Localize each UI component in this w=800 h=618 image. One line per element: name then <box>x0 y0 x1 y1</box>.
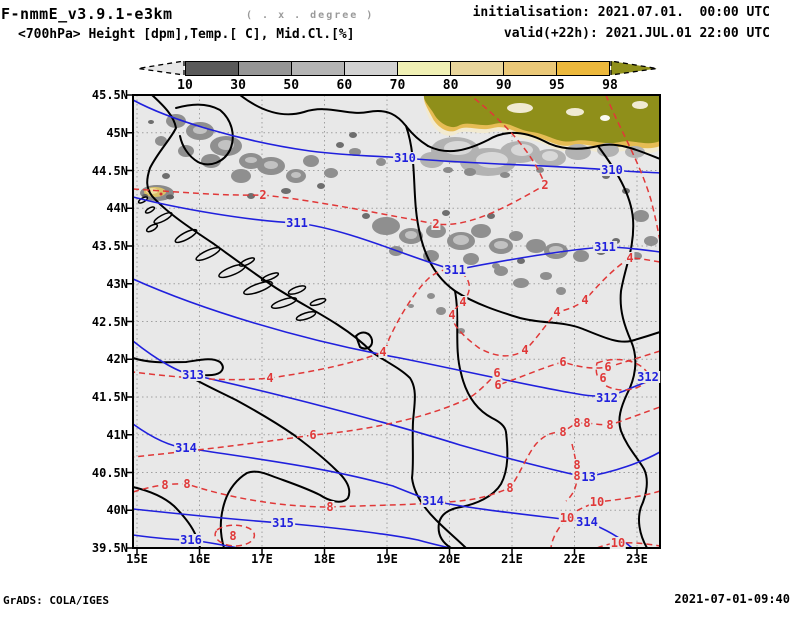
colorbar-tick-label: 50 <box>283 78 300 93</box>
colorbar-left-arrow <box>137 61 185 76</box>
temp-contour-2b <box>605 94 661 242</box>
colorbar-segment-10 <box>186 62 238 75</box>
colorbar-segment-90 <box>503 62 556 75</box>
border-macedonia-greece <box>437 290 509 549</box>
colorbar-segment-30 <box>238 62 291 75</box>
axis-ticks <box>126 94 638 555</box>
map-background <box>133 95 660 548</box>
border-north-east <box>427 131 661 160</box>
valid-time: valid(+22h): 2021.JUL.01 22:00 UTC <box>503 26 770 41</box>
height-contour-312 <box>132 278 661 397</box>
border-north <box>239 94 429 147</box>
colorbar-tick-label: 95 <box>549 78 565 93</box>
coastline-kotor <box>355 331 374 350</box>
model-title: F-nmmE_v3.9.1-e3km <box>1 5 173 23</box>
colorbar-tick-labels: 10 30 50 60 70 80 90 95 98 <box>137 78 660 94</box>
coastlines-borders <box>132 94 661 549</box>
grads-credit: GrADS: COLA/IGES <box>3 594 109 607</box>
initialisation-time: initialisation: 2021.07.01. 00:00 UTC <box>472 5 770 20</box>
cloud-cover-colorbar: 10 30 50 60 70 80 90 95 98 <box>137 58 660 94</box>
height-contour-315 <box>132 508 451 549</box>
colorbar-tick-label: 80 <box>442 78 459 93</box>
cloud-shading-northwest <box>148 114 386 199</box>
temp-contour-8-loop <box>214 524 255 547</box>
field-title: <700hPa> Height [dpm],Temp.[ C], Mid.Cl.… <box>18 27 355 42</box>
colorbar-tick-label: 10 <box>177 78 193 93</box>
cloud-shading-central <box>362 173 658 334</box>
colorbar-tick-label: 90 <box>495 78 512 93</box>
coastline-peninsula-loop <box>175 103 234 166</box>
coastline-balkan <box>146 94 467 549</box>
coastline-italy-adriatic <box>132 357 351 549</box>
colorbar-segments <box>185 61 610 76</box>
temp-contour-10 <box>550 490 661 549</box>
colorbar-tick-label: 70 <box>389 78 406 93</box>
colorbar-tick-label: 98 <box>602 78 618 93</box>
colorbar-tick-label: 60 <box>336 78 353 93</box>
colorbar-segment-80 <box>450 62 503 75</box>
creation-timestamp: 2021-07-01-09:40 <box>674 592 790 606</box>
graticule <box>133 95 660 548</box>
colorbar-segment-60 <box>344 62 397 75</box>
colorbar-segment-50 <box>291 62 344 75</box>
colorbar-tick-label: 30 <box>230 78 246 93</box>
model-resolution-subtitle: ( . x . degree ) <box>246 10 375 21</box>
adriatic-islands <box>137 196 327 321</box>
colorbar-segment-95 <box>556 62 609 75</box>
colorbar-segment-70 <box>397 62 450 75</box>
high-cloud-olive-region <box>423 95 660 154</box>
colorbar-right-arrow <box>610 61 658 76</box>
temp-contour-2 <box>132 94 546 226</box>
